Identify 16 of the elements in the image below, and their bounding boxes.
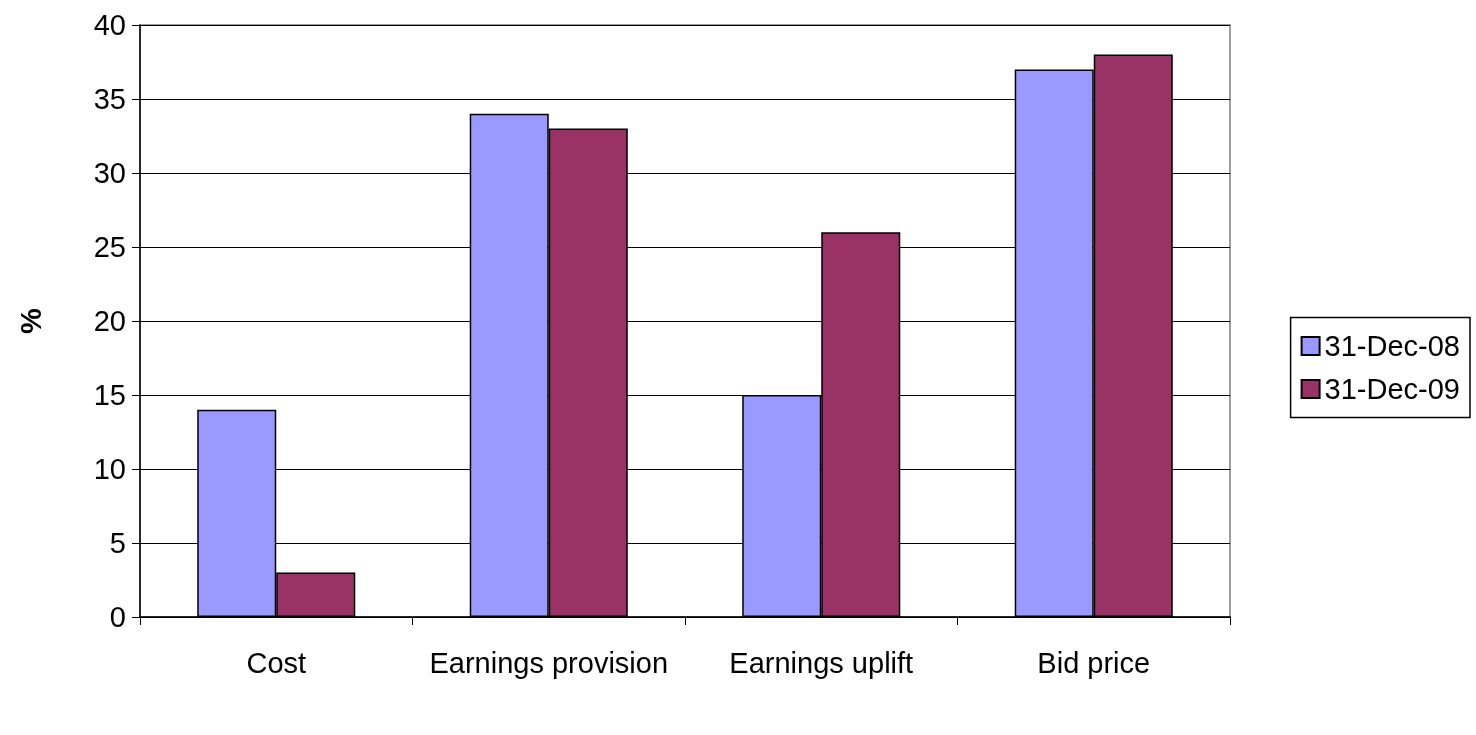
y-tick-label: 40 (93, 9, 126, 41)
y-tick-label: 20 (93, 305, 126, 337)
y-tick-label: 0 (109, 601, 126, 633)
y-axis-title: % (14, 307, 47, 334)
y-tick-label: 10 (93, 453, 126, 485)
x-tick-label: Earnings provision (429, 647, 669, 679)
x-tick-label: Bid price (1037, 647, 1151, 679)
x-tick-label: Earnings uplift (729, 647, 914, 679)
y-tick-label: 30 (93, 157, 126, 189)
legend-label: 31-Dec-09 (1324, 373, 1461, 405)
y-tick-label: 35 (93, 83, 126, 115)
y-tick-label: 5 (109, 527, 126, 559)
y-tick-label: 25 (93, 231, 126, 263)
y-tick-label: 15 (93, 379, 126, 411)
x-tick-label: Cost (246, 647, 307, 679)
legend-label: 31-Dec-08 (1324, 330, 1461, 362)
